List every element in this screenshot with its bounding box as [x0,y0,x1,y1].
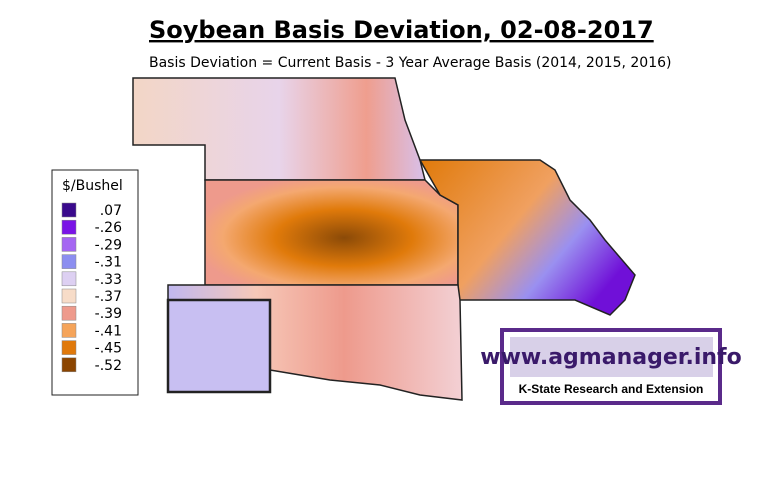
legend-swatch [61,254,77,269]
texas-panhandle [166,298,272,394]
legend-label: -.29 [95,237,122,253]
logo: www.agmanager.info K-State Research and … [480,328,742,405]
legend-label: -.33 [95,272,122,288]
legend-swatch [61,340,77,355]
legend-swatch [61,288,77,304]
legend-label: -.52 [95,358,122,374]
kansas [204,179,459,286]
legend-swatch [61,271,77,287]
legend-label: -.39 [95,306,122,322]
legend-swatch [61,237,77,252]
legend-label: .07 [100,203,122,219]
legend-swatch [61,219,77,235]
map [132,77,636,401]
subtitle: Basis Deviation = Current Basis - 3 Year… [149,55,671,71]
legend-label: -.31 [95,255,122,271]
logo-url: www.agmanager.info [480,345,741,370]
title: Soybean Basis Deviation, 02-08-2017 [149,16,654,44]
legend-label: -.26 [95,220,122,236]
legend-label: -.41 [95,323,122,339]
legend-swatch [61,357,77,373]
logo-org: K-State Research and Extension [519,382,704,396]
legend-swatch [61,305,77,321]
legend-swatch [61,323,77,338]
legend-swatch [61,202,77,218]
legend: .07-.26-.29 -.31-.33-.37-.39-.41 -.45-.52 [61,202,122,374]
legend-title: $/Bushel [62,178,123,194]
legend-label: -.37 [95,289,122,305]
missouri [418,159,636,316]
legend-label: -.45 [95,341,122,357]
nebraska [132,77,426,181]
